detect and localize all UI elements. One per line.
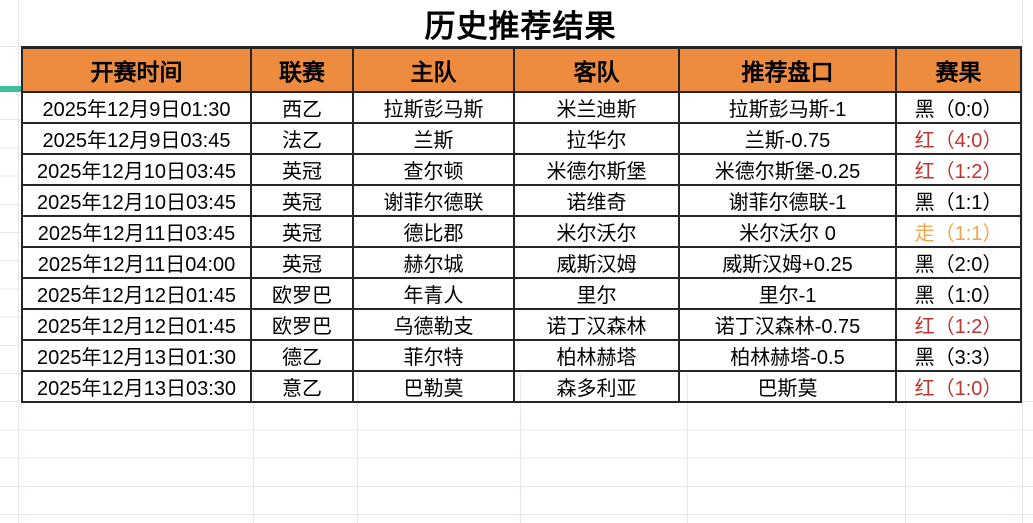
cell-result[interactable]: 走（1:1）	[895, 214, 1022, 248]
header-row: 开赛时间 联赛 主队 客队 推荐盘口 赛果	[21, 46, 1022, 93]
cell-league[interactable]: 西乙	[250, 90, 354, 124]
cell-away[interactable]: 米尔沃尔	[513, 214, 680, 248]
cell-handicap[interactable]: 米尔沃尔 0	[678, 214, 897, 248]
cell-handicap[interactable]: 威斯汉姆+0.25	[678, 245, 897, 279]
table-row: 2025年12月9日03:45 法乙 兰斯 拉华尔 兰斯-0.75 红（4:0）	[21, 121, 1022, 155]
table-row: 2025年12月11日04:00 英冠 赫尔城 威斯汉姆 威斯汉姆+0.25 黑…	[21, 245, 1022, 279]
table-row: 2025年12月12日01:45 欧罗巴 乌德勒支 诺丁汉森林 诺丁汉森林-0.…	[21, 307, 1022, 341]
cell-handicap[interactable]: 米德尔斯堡-0.25	[678, 152, 897, 186]
cell-league[interactable]: 欧罗巴	[250, 276, 354, 310]
cell-home[interactable]: 菲尔特	[352, 338, 515, 372]
cell-league[interactable]: 法乙	[250, 121, 354, 155]
cell-league[interactable]: 意乙	[250, 369, 354, 403]
cell-away[interactable]: 米德尔斯堡	[513, 152, 680, 186]
cell-result[interactable]: 黑（1:0）	[895, 276, 1022, 310]
cell-result[interactable]: 红（1:2）	[895, 152, 1022, 186]
cell-time[interactable]: 2025年12月9日01:30	[21, 90, 252, 124]
cell-handicap[interactable]: 拉斯彭马斯-1	[678, 90, 897, 124]
cell-away[interactable]: 米兰迪斯	[513, 90, 680, 124]
cell-handicap[interactable]: 谢菲尔德联-1	[678, 183, 897, 217]
cell-home[interactable]: 拉斯彭马斯	[352, 90, 515, 124]
cell-handicap[interactable]: 诺丁汉森林-0.75	[678, 307, 897, 341]
cell-result[interactable]: 黑（0:0）	[895, 90, 1022, 124]
header-cell-handicap[interactable]: 推荐盘口	[678, 46, 897, 93]
cell-time[interactable]: 2025年12月13日01:30	[21, 338, 252, 372]
cell-away[interactable]: 威斯汉姆	[513, 245, 680, 279]
cell-away[interactable]: 森多利亚	[513, 369, 680, 403]
cell-away[interactable]: 柏林赫塔	[513, 338, 680, 372]
header-cell-away[interactable]: 客队	[513, 46, 680, 93]
cell-time[interactable]: 2025年12月13日03:30	[21, 369, 252, 403]
cell-time[interactable]: 2025年12月9日03:45	[21, 121, 252, 155]
page-title: 历史推荐结果	[424, 8, 617, 44]
cell-time[interactable]: 2025年12月10日03:45	[21, 183, 252, 217]
table-row: 2025年12月12日01:45 欧罗巴 年青人 里尔 里尔-1 黑（1:0）	[21, 276, 1022, 310]
cell-home[interactable]: 赫尔城	[352, 245, 515, 279]
cell-home[interactable]: 乌德勒支	[352, 307, 515, 341]
gridline	[18, 0, 19, 523]
header-cell-result[interactable]: 赛果	[895, 46, 1022, 93]
header-cell-home[interactable]: 主队	[352, 46, 515, 93]
gridline	[0, 46, 21, 47]
recommendations-table: 开赛时间 联赛 主队 客队 推荐盘口 赛果 2025年12月9日01:30 西乙…	[21, 46, 1022, 403]
table-row: 2025年12月13日03:30 意乙 巴勒莫 森多利亚 巴斯莫 红（1:0）	[21, 369, 1022, 403]
cell-home[interactable]: 巴勒莫	[352, 369, 515, 403]
table-row: 2025年12月10日03:45 英冠 查尔顿 米德尔斯堡 米德尔斯堡-0.25…	[21, 152, 1022, 186]
cell-time[interactable]: 2025年12月12日01:45	[21, 307, 252, 341]
gridline	[1022, 0, 1023, 523]
cell-time[interactable]: 2025年12月11日04:00	[21, 245, 252, 279]
cell-time[interactable]: 2025年12月12日01:45	[21, 276, 252, 310]
cell-handicap[interactable]: 里尔-1	[678, 276, 897, 310]
cell-home[interactable]: 年青人	[352, 276, 515, 310]
cell-result[interactable]: 红（1:0）	[895, 369, 1022, 403]
cell-time[interactable]: 2025年12月11日03:45	[21, 214, 252, 248]
cell-home[interactable]: 兰斯	[352, 121, 515, 155]
cell-away[interactable]: 拉华尔	[513, 121, 680, 155]
cell-league[interactable]: 英冠	[250, 183, 354, 217]
cell-league[interactable]: 欧罗巴	[250, 307, 354, 341]
cell-away[interactable]: 诺丁汉森林	[513, 307, 680, 341]
cell-result[interactable]: 黑（2:0）	[895, 245, 1022, 279]
header-cell-time[interactable]: 开赛时间	[21, 46, 252, 93]
margin-column-gridlines	[0, 92, 21, 374]
cell-home[interactable]: 查尔顿	[352, 152, 515, 186]
cell-result[interactable]: 黑（1:1）	[895, 183, 1022, 217]
cell-league[interactable]: 英冠	[250, 214, 354, 248]
cell-handicap[interactable]: 柏林赫塔-0.5	[678, 338, 897, 372]
cell-away[interactable]: 诺维奇	[513, 183, 680, 217]
table-row: 2025年12月9日01:30 西乙 拉斯彭马斯 米兰迪斯 拉斯彭马斯-1 黑（…	[21, 90, 1022, 124]
cell-home[interactable]: 谢菲尔德联	[352, 183, 515, 217]
cell-league[interactable]: 德乙	[250, 338, 354, 372]
header-cell-league[interactable]: 联赛	[250, 46, 354, 93]
cell-result[interactable]: 黑（3:3）	[895, 338, 1022, 372]
cell-handicap[interactable]: 兰斯-0.75	[678, 121, 897, 155]
selection-indicator-bar	[0, 86, 21, 92]
cell-time[interactable]: 2025年12月10日03:45	[21, 152, 252, 186]
cell-league[interactable]: 英冠	[250, 245, 354, 279]
table-row: 2025年12月10日03:45 英冠 谢菲尔德联 诺维奇 谢菲尔德联-1 黑（…	[21, 183, 1022, 217]
cell-result[interactable]: 红（4:0）	[895, 121, 1022, 155]
cell-league[interactable]: 英冠	[250, 152, 354, 186]
cell-result[interactable]: 红（1:2）	[895, 307, 1022, 341]
cell-away[interactable]: 里尔	[513, 276, 680, 310]
cell-handicap[interactable]: 巴斯莫	[678, 369, 897, 403]
table-row: 2025年12月11日03:45 英冠 德比郡 米尔沃尔 米尔沃尔 0 走（1:…	[21, 214, 1022, 248]
cell-home[interactable]: 德比郡	[352, 214, 515, 248]
table-row: 2025年12月13日01:30 德乙 菲尔特 柏林赫塔 柏林赫塔-0.5 黑（…	[21, 338, 1022, 372]
